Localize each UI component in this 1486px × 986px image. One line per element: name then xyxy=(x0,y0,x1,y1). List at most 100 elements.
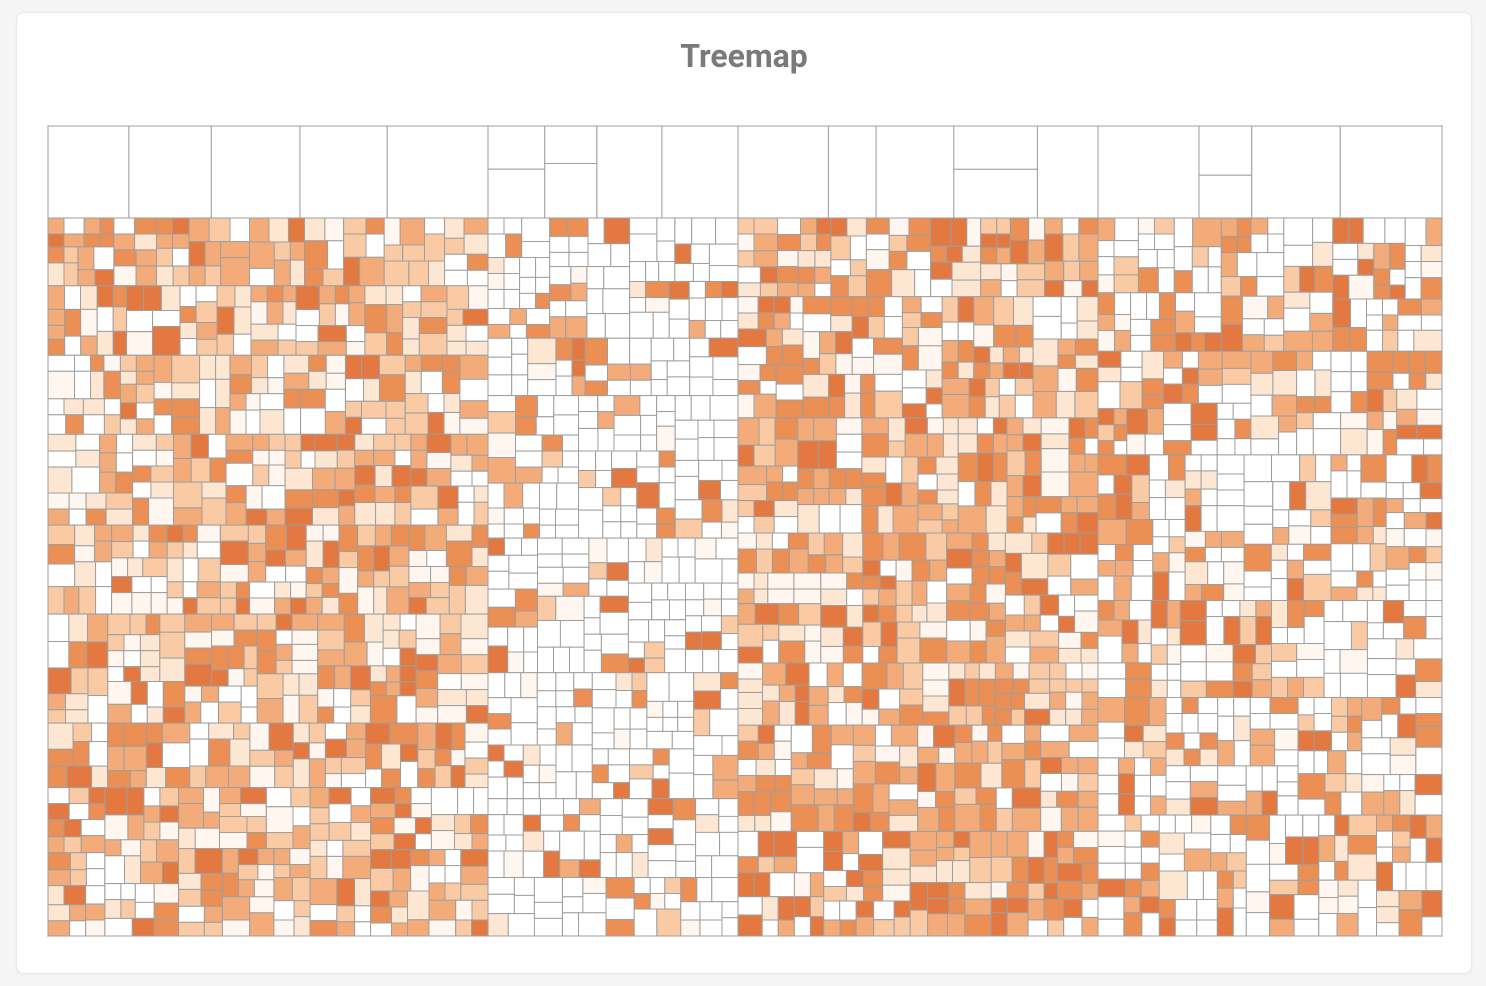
treemap-cell[interactable] xyxy=(675,218,692,244)
treemap-cell[interactable] xyxy=(831,725,853,745)
treemap-cell[interactable] xyxy=(428,413,444,435)
treemap-cell[interactable] xyxy=(86,920,105,936)
treemap-cell[interactable] xyxy=(65,336,81,355)
treemap-cell[interactable] xyxy=(864,871,883,887)
treemap-cell[interactable] xyxy=(981,234,997,248)
treemap-cell[interactable] xyxy=(438,486,458,508)
treemap-cell[interactable] xyxy=(386,418,405,434)
treemap-cell[interactable] xyxy=(1347,471,1361,498)
treemap-cell[interactable] xyxy=(814,769,837,789)
treemap-cell[interactable] xyxy=(1217,490,1244,506)
treemap-cell[interactable] xyxy=(1397,439,1424,455)
treemap-cell[interactable] xyxy=(1325,774,1346,793)
treemap-cell[interactable] xyxy=(1165,480,1185,498)
treemap-cell[interactable] xyxy=(1167,601,1180,629)
treemap-cell[interactable] xyxy=(84,234,100,247)
treemap-cell[interactable] xyxy=(1127,409,1148,434)
treemap-cell[interactable] xyxy=(291,788,310,807)
treemap-cell[interactable] xyxy=(712,878,738,902)
treemap-cell[interactable] xyxy=(278,324,296,340)
treemap-cell[interactable] xyxy=(415,834,431,850)
treemap-cell[interactable] xyxy=(630,262,646,282)
treemap-cell[interactable] xyxy=(628,602,651,619)
treemap-cell[interactable] xyxy=(463,309,488,325)
treemap-cell[interactable] xyxy=(488,483,504,508)
treemap-cell[interactable] xyxy=(1205,531,1221,547)
treemap-cell[interactable] xyxy=(195,849,222,874)
treemap-cell[interactable] xyxy=(738,549,756,573)
treemap-cell[interactable] xyxy=(290,260,304,286)
treemap-cell[interactable] xyxy=(1015,379,1033,396)
treemap-cell[interactable] xyxy=(1358,243,1374,259)
treemap-cell[interactable] xyxy=(689,321,705,339)
treemap-cell[interactable] xyxy=(853,745,875,761)
treemap-cell[interactable] xyxy=(1199,175,1252,218)
treemap-cell[interactable] xyxy=(212,614,235,630)
treemap-cell[interactable] xyxy=(318,630,345,650)
treemap-cell[interactable] xyxy=(1098,620,1122,636)
treemap-cell[interactable] xyxy=(1306,482,1331,510)
treemap-cell[interactable] xyxy=(442,355,460,372)
treemap-cell[interactable] xyxy=(1185,471,1201,489)
treemap-cell[interactable] xyxy=(1271,579,1287,601)
treemap-cell[interactable] xyxy=(564,799,580,815)
treemap-cell[interactable] xyxy=(628,658,644,673)
treemap-cell[interactable] xyxy=(579,429,599,452)
treemap-cell[interactable] xyxy=(863,560,880,576)
treemap-cell[interactable] xyxy=(48,870,70,886)
treemap-cell[interactable] xyxy=(1085,454,1098,472)
treemap-cell[interactable] xyxy=(1098,879,1125,897)
treemap-cell[interactable] xyxy=(349,286,365,303)
treemap-cell[interactable] xyxy=(818,805,834,832)
treemap-cell[interactable] xyxy=(884,297,902,317)
treemap-cell[interactable] xyxy=(409,598,426,615)
treemap-cell[interactable] xyxy=(754,501,774,517)
treemap-cell[interactable] xyxy=(1287,579,1303,601)
treemap-cell[interactable] xyxy=(556,673,574,691)
treemap-cell[interactable] xyxy=(461,850,488,867)
treemap-cell[interactable] xyxy=(880,560,896,576)
treemap-cell[interactable] xyxy=(910,910,927,936)
treemap-cell[interactable] xyxy=(472,834,488,850)
treemap-cell[interactable] xyxy=(1251,439,1279,455)
treemap-cell[interactable] xyxy=(861,393,875,418)
treemap-cell[interactable] xyxy=(1185,547,1205,561)
treemap-cell[interactable] xyxy=(779,625,805,641)
treemap-cell[interactable] xyxy=(1206,645,1233,662)
treemap-cell[interactable] xyxy=(702,632,722,650)
treemap-cell[interactable] xyxy=(790,549,809,573)
treemap-cell[interactable] xyxy=(1272,661,1297,677)
treemap-cell[interactable] xyxy=(1197,920,1218,936)
treemap-cell[interactable] xyxy=(1159,918,1175,936)
treemap-cell[interactable] xyxy=(912,605,927,622)
treemap-cell[interactable] xyxy=(508,914,534,936)
treemap-cell[interactable] xyxy=(88,614,108,642)
treemap-cell[interactable] xyxy=(511,698,537,723)
treemap-cell[interactable] xyxy=(994,453,1008,481)
treemap-cell[interactable] xyxy=(831,745,853,769)
treemap-cell[interactable] xyxy=(409,567,431,583)
treemap-cell[interactable] xyxy=(921,297,942,313)
treemap-cell[interactable] xyxy=(774,297,790,313)
treemap-cell[interactable] xyxy=(360,257,385,286)
treemap-cell[interactable] xyxy=(653,749,669,765)
treemap-cell[interactable] xyxy=(1264,335,1284,351)
treemap-cell[interactable] xyxy=(337,906,355,922)
treemap-cell[interactable] xyxy=(698,420,714,437)
treemap-cell[interactable] xyxy=(1044,899,1064,920)
treemap-cell[interactable] xyxy=(1300,455,1316,482)
treemap-cell[interactable] xyxy=(862,473,886,487)
treemap-cell[interactable] xyxy=(824,920,840,936)
treemap-cell[interactable] xyxy=(762,897,778,920)
treemap-cell[interactable] xyxy=(222,897,249,920)
treemap-cell[interactable] xyxy=(566,317,587,338)
treemap-cell[interactable] xyxy=(896,605,912,622)
treemap-cell[interactable] xyxy=(488,433,516,457)
treemap-cell[interactable] xyxy=(937,847,954,860)
treemap-cell[interactable] xyxy=(136,355,154,371)
treemap-cell[interactable] xyxy=(714,420,738,437)
treemap-cell[interactable] xyxy=(611,244,630,267)
treemap-cell[interactable] xyxy=(260,410,284,435)
treemap-cell[interactable] xyxy=(305,241,328,269)
treemap-cell[interactable] xyxy=(605,314,629,339)
